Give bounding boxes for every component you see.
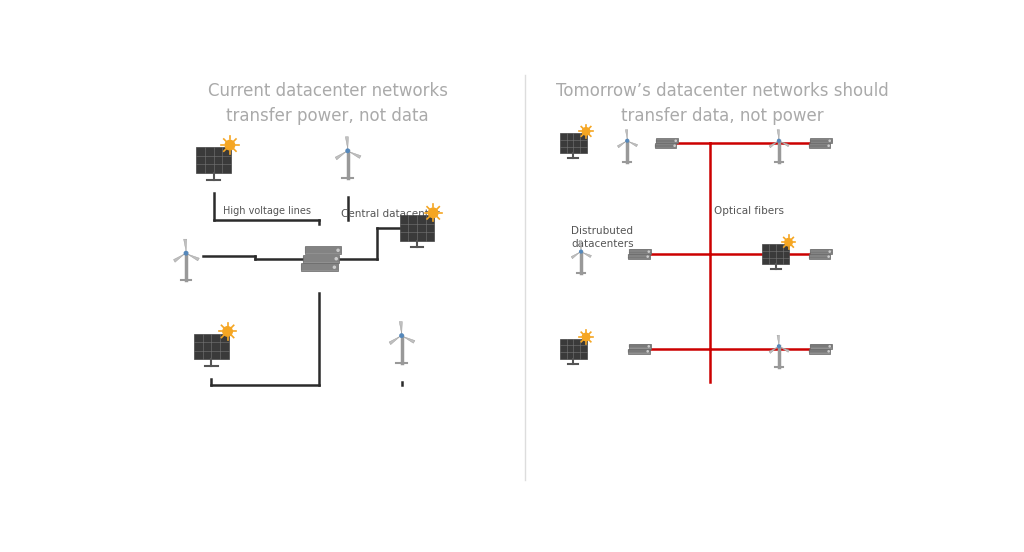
FancyBboxPatch shape [301, 263, 338, 271]
Circle shape [829, 140, 830, 141]
Circle shape [337, 249, 339, 251]
Circle shape [400, 334, 403, 337]
Text: Optical fibers: Optical fibers [714, 205, 784, 216]
FancyBboxPatch shape [560, 133, 587, 153]
Polygon shape [389, 335, 402, 344]
Polygon shape [400, 335, 415, 343]
FancyBboxPatch shape [809, 144, 830, 148]
Circle shape [647, 256, 648, 257]
Polygon shape [347, 150, 361, 158]
Polygon shape [777, 130, 779, 141]
FancyBboxPatch shape [809, 349, 830, 354]
Circle shape [828, 351, 829, 352]
FancyBboxPatch shape [629, 344, 650, 349]
Circle shape [828, 256, 829, 257]
Polygon shape [777, 335, 779, 347]
Polygon shape [769, 346, 779, 353]
Circle shape [583, 333, 590, 341]
Text: Central datacenter: Central datacenter [341, 209, 439, 219]
FancyBboxPatch shape [629, 250, 650, 254]
Circle shape [784, 238, 793, 246]
Circle shape [626, 139, 629, 142]
FancyBboxPatch shape [560, 339, 587, 359]
Text: Current datacenter networks
transfer power, not data: Current datacenter networks transfer pow… [208, 82, 447, 125]
Polygon shape [617, 140, 628, 148]
Circle shape [828, 145, 829, 146]
Polygon shape [185, 253, 200, 261]
Circle shape [777, 139, 780, 142]
FancyBboxPatch shape [195, 333, 228, 359]
FancyBboxPatch shape [303, 255, 339, 263]
Circle shape [674, 145, 675, 146]
Circle shape [777, 345, 780, 348]
Polygon shape [626, 130, 628, 141]
Polygon shape [627, 140, 638, 147]
Circle shape [223, 327, 232, 336]
Circle shape [829, 251, 830, 252]
Circle shape [648, 346, 649, 347]
Circle shape [829, 346, 830, 347]
Text: Tomorrow’s datacenter networks should
transfer data, not power: Tomorrow’s datacenter networks should tr… [556, 82, 888, 125]
Polygon shape [571, 251, 582, 259]
FancyBboxPatch shape [399, 215, 434, 241]
FancyBboxPatch shape [655, 144, 677, 148]
Text: High voltage lines: High voltage lines [223, 205, 311, 216]
FancyBboxPatch shape [628, 349, 649, 354]
Circle shape [648, 251, 649, 252]
FancyBboxPatch shape [762, 244, 790, 264]
Polygon shape [778, 346, 790, 352]
Circle shape [580, 250, 583, 253]
Polygon shape [183, 239, 186, 254]
FancyBboxPatch shape [197, 147, 231, 173]
Circle shape [335, 258, 337, 260]
Text: Distrubuted
datacenters: Distrubuted datacenters [571, 226, 634, 249]
Polygon shape [769, 140, 779, 148]
Polygon shape [778, 140, 790, 147]
Circle shape [428, 208, 438, 217]
FancyBboxPatch shape [810, 250, 831, 254]
Circle shape [184, 252, 187, 255]
Circle shape [334, 266, 336, 268]
FancyBboxPatch shape [656, 139, 678, 143]
Polygon shape [581, 251, 592, 258]
Polygon shape [173, 253, 186, 262]
Circle shape [647, 351, 648, 352]
Polygon shape [345, 137, 348, 152]
Circle shape [675, 140, 676, 141]
FancyBboxPatch shape [304, 246, 341, 254]
FancyBboxPatch shape [628, 254, 649, 259]
Polygon shape [580, 241, 582, 252]
Circle shape [346, 149, 349, 152]
Circle shape [225, 140, 234, 150]
Circle shape [583, 128, 590, 135]
Polygon shape [399, 322, 402, 337]
FancyBboxPatch shape [810, 139, 831, 143]
FancyBboxPatch shape [809, 254, 830, 259]
Polygon shape [335, 150, 348, 160]
FancyBboxPatch shape [810, 344, 831, 349]
